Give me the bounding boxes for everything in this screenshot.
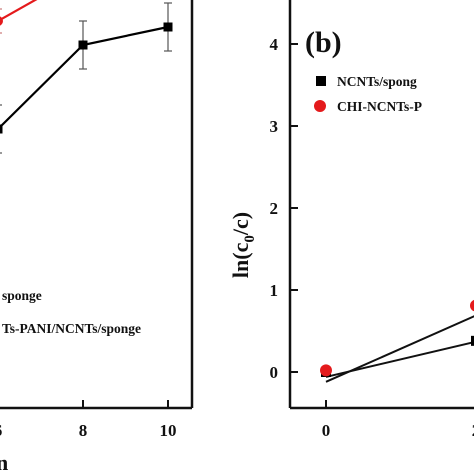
panel-b-x-ticks: 02 [322,400,474,440]
legend-label-sponge: sponge [2,288,42,303]
panel-a-x-ticks: 6 8 10 [0,400,177,440]
x-tick-label-6: 6 [0,421,2,440]
data-point-0-2 [163,22,173,32]
x-tick-label-10: 10 [160,421,177,440]
legend-label-ncnts-sponge: NCNTs/spong [337,74,417,89]
panel-a-legend: sponge Ts-PANI/NCNTs/sponge [2,288,141,336]
panel-b-fit-lines [325,315,474,383]
y-tick-label-3: 3 [270,117,279,136]
panel-b-points [320,299,474,377]
panel-b-label: (b) [305,26,342,59]
series-line-1 [0,0,38,22]
x-tick-label-8: 8 [79,421,88,440]
data-point-1-0 [0,16,3,26]
series-line-0 [0,25,169,129]
y-tick-label-2: 2 [270,199,279,218]
y-tick-label-4: 4 [270,35,279,54]
data-point-b-0-1 [471,335,474,346]
data-point-0-1 [78,40,88,50]
y-title-tail: /c) [228,212,253,236]
fit-line-1 [325,315,474,383]
legend-label-chi-ncnts: CHI-NCNTs-P [337,99,422,114]
x-tick-label-2: 2 [472,421,474,440]
data-point-b-1-0 [320,364,332,377]
panel-b-legend: NCNTs/spong CHI-NCNTs-P [314,74,422,114]
legend-marker-ncnts-sponge [316,76,326,86]
y-tick-label-0: 0 [270,363,279,382]
panel-a: 6 8 10 sponge Ts-PANI/NCNTs/sponge n [0,0,194,474]
panel-a-series [0,0,173,154]
legend-marker-chi-ncnts [314,100,326,112]
legend-label-pani-sponge: Ts-PANI/NCNTs/sponge [2,321,141,336]
fit-line-0 [325,341,474,378]
x-tick-label-0: 0 [322,421,331,440]
panel-b-y-axis-title: ln(c0/c) [228,212,258,278]
panel-a-x-axis-title-fragment: n [0,450,8,474]
y-tick-label-1: 1 [270,281,279,300]
panel-b-y-ticks: 0 1 2 3 4 [270,35,298,382]
data-point-b-1-1 [470,299,474,312]
y-title-main: ln(c [228,242,253,278]
y-title-subscript: 0 [242,235,258,243]
data-point-0-0 [0,124,3,134]
